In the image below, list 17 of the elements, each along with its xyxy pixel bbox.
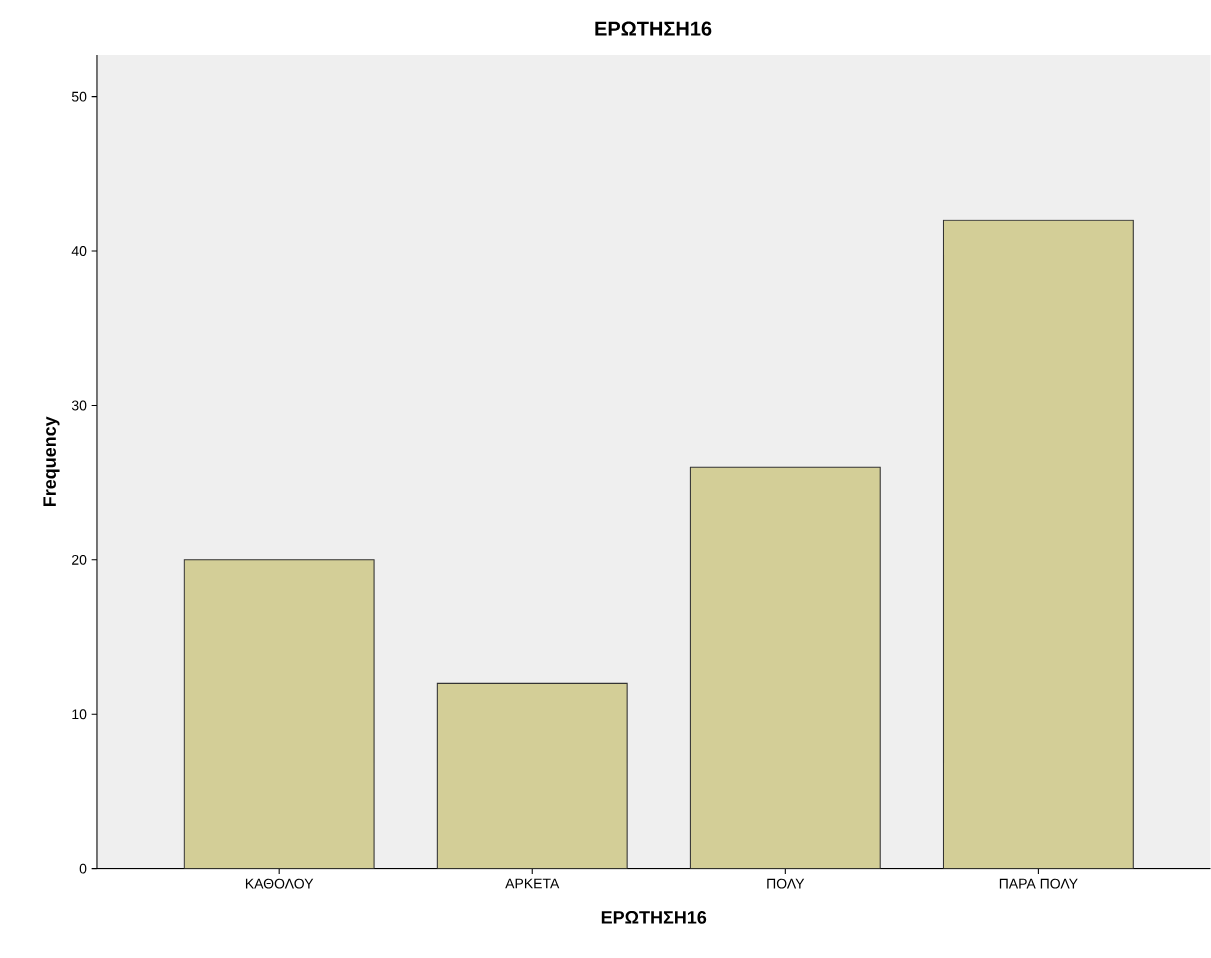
chart-title: ΕΡΩΤΗΣΗ16 [595, 21, 712, 36]
y-tick-label: 50 [71, 91, 87, 102]
y-tick-label: 40 [71, 246, 87, 257]
x-tick-label: ΚΑΘΟΛΟΥ [245, 878, 314, 889]
y-tick-label: 30 [71, 400, 87, 411]
y-tick-label: 0 [79, 863, 87, 874]
y-axis-title: Frequency [43, 416, 60, 507]
x-tick-label: ΑΡΚΕΤΑ [505, 878, 560, 889]
y-tick-label: 20 [72, 555, 87, 565]
bar [436, 683, 628, 869]
bar [942, 219, 1134, 869]
x-axis-title: ΕΡΩΤΗΣΗ16 [601, 911, 707, 924]
bar [183, 559, 375, 869]
y-tick-label: 10 [72, 709, 87, 720]
x-tick-label: ΠΑΡΑ ΠΟΛΥ [999, 878, 1078, 889]
x-tick-label: ΠΟΛΥ [767, 878, 805, 889]
bar [689, 466, 881, 869]
